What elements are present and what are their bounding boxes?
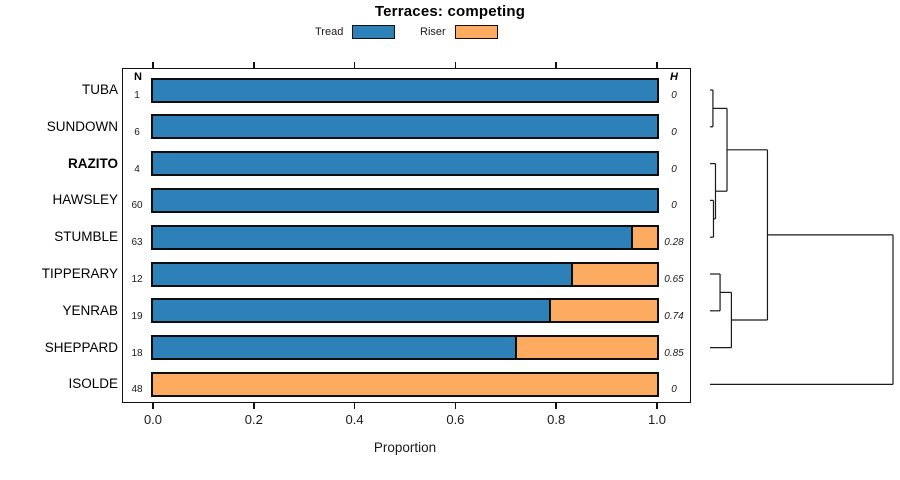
bar-segment-riser	[572, 263, 657, 285]
axis-tick-bottom	[656, 403, 658, 409]
h-value: 0	[671, 200, 677, 212]
bar-segment-tread	[153, 189, 657, 211]
axis-tick-top	[353, 61, 356, 68]
bar-segment-tread	[153, 300, 551, 322]
bar-stumble	[151, 224, 659, 250]
h-value: 0	[671, 90, 677, 101]
bar-isolde	[151, 371, 659, 397]
bar-segment-riser	[516, 337, 657, 359]
axis-tick-bottom	[555, 403, 557, 409]
x-axis-title: Proportion	[373, 440, 437, 455]
bar-segment-riser	[632, 226, 657, 248]
legend-item-riser: Riser	[420, 25, 498, 39]
axis-tick-label: 0.6	[446, 412, 465, 427]
axis-tick-bottom	[353, 403, 356, 409]
h-value: 0.85	[664, 347, 684, 359]
bar-hawsley	[151, 187, 659, 213]
bar-segment-riser	[550, 300, 657, 322]
n-value: 18	[131, 347, 143, 359]
row-label-razito: RAZITO	[68, 155, 118, 171]
bar-segment-tread	[153, 79, 657, 101]
h-value: 0	[671, 384, 677, 396]
tread-color-swatch	[352, 25, 396, 39]
row-label-hawsley: HAWSLEY	[52, 192, 118, 208]
n-value: 4	[134, 163, 140, 175]
chart-title: Terraces: competing	[374, 3, 526, 20]
row-label-isolde: ISOLDE	[68, 376, 118, 392]
n-value: 1	[134, 90, 140, 101]
bar-sheppard	[151, 335, 659, 361]
h-column-header: H	[670, 71, 678, 83]
axis-tick-top	[152, 61, 154, 68]
bar-sundown	[151, 114, 659, 140]
row-label-yenrab: YENRAB	[62, 302, 118, 318]
bar-segment-tread	[153, 153, 657, 175]
row-label-sundown: SUNDOWN	[46, 118, 118, 134]
bar-segment-tread	[153, 226, 633, 248]
axis-tick-bottom	[454, 403, 457, 409]
n-value: 63	[131, 237, 143, 249]
row-label-stumble: STUMBLE	[54, 229, 118, 245]
axis-tick-top	[656, 61, 658, 68]
riser-color-swatch	[454, 25, 498, 39]
legend-label-tread: Tread	[315, 26, 344, 38]
axis-tick-bottom	[152, 403, 154, 409]
n-value: 6	[134, 126, 140, 138]
h-value: 0.28	[664, 237, 684, 249]
axis-tick-top	[253, 61, 255, 68]
axis-tick-label: 0.8	[547, 412, 566, 427]
n-column-header: N	[134, 71, 142, 83]
axis-tick-label: 1.0	[647, 412, 667, 427]
h-value: 0.74	[664, 310, 684, 322]
h-value: 0	[671, 163, 677, 175]
n-value: 48	[131, 384, 143, 396]
bar-tuba	[151, 77, 659, 103]
bar-razito	[151, 151, 659, 177]
bar-tipperary	[151, 261, 659, 287]
row-label-sheppard: SHEPPARD	[44, 339, 118, 355]
n-value: 60	[131, 200, 143, 212]
bar-segment-tread	[153, 337, 517, 359]
axis-tick-top	[454, 61, 457, 68]
h-value: 0	[671, 126, 677, 138]
n-value: 19	[131, 310, 143, 322]
plot-box	[122, 68, 691, 403]
legend-label-riser: Riser	[420, 26, 446, 38]
bar-segment-tread	[153, 263, 573, 285]
n-value: 12	[131, 274, 143, 285]
h-value: 0.65	[664, 274, 684, 285]
legend-item-tread: Tread	[315, 25, 396, 39]
axis-tick-label: 0.0	[143, 412, 163, 427]
bar-segment-tread	[153, 116, 657, 138]
bar-yenrab	[151, 298, 659, 324]
axis-tick-bottom	[253, 403, 255, 409]
row-label-tipperary: TIPPERARY	[41, 266, 118, 281]
axis-tick-top	[555, 61, 557, 68]
row-label-tuba: TUBA	[81, 82, 118, 97]
bar-segment-riser	[153, 373, 657, 395]
axis-tick-label: 0.2	[244, 412, 263, 427]
axis-tick-label: 0.4	[345, 412, 364, 427]
